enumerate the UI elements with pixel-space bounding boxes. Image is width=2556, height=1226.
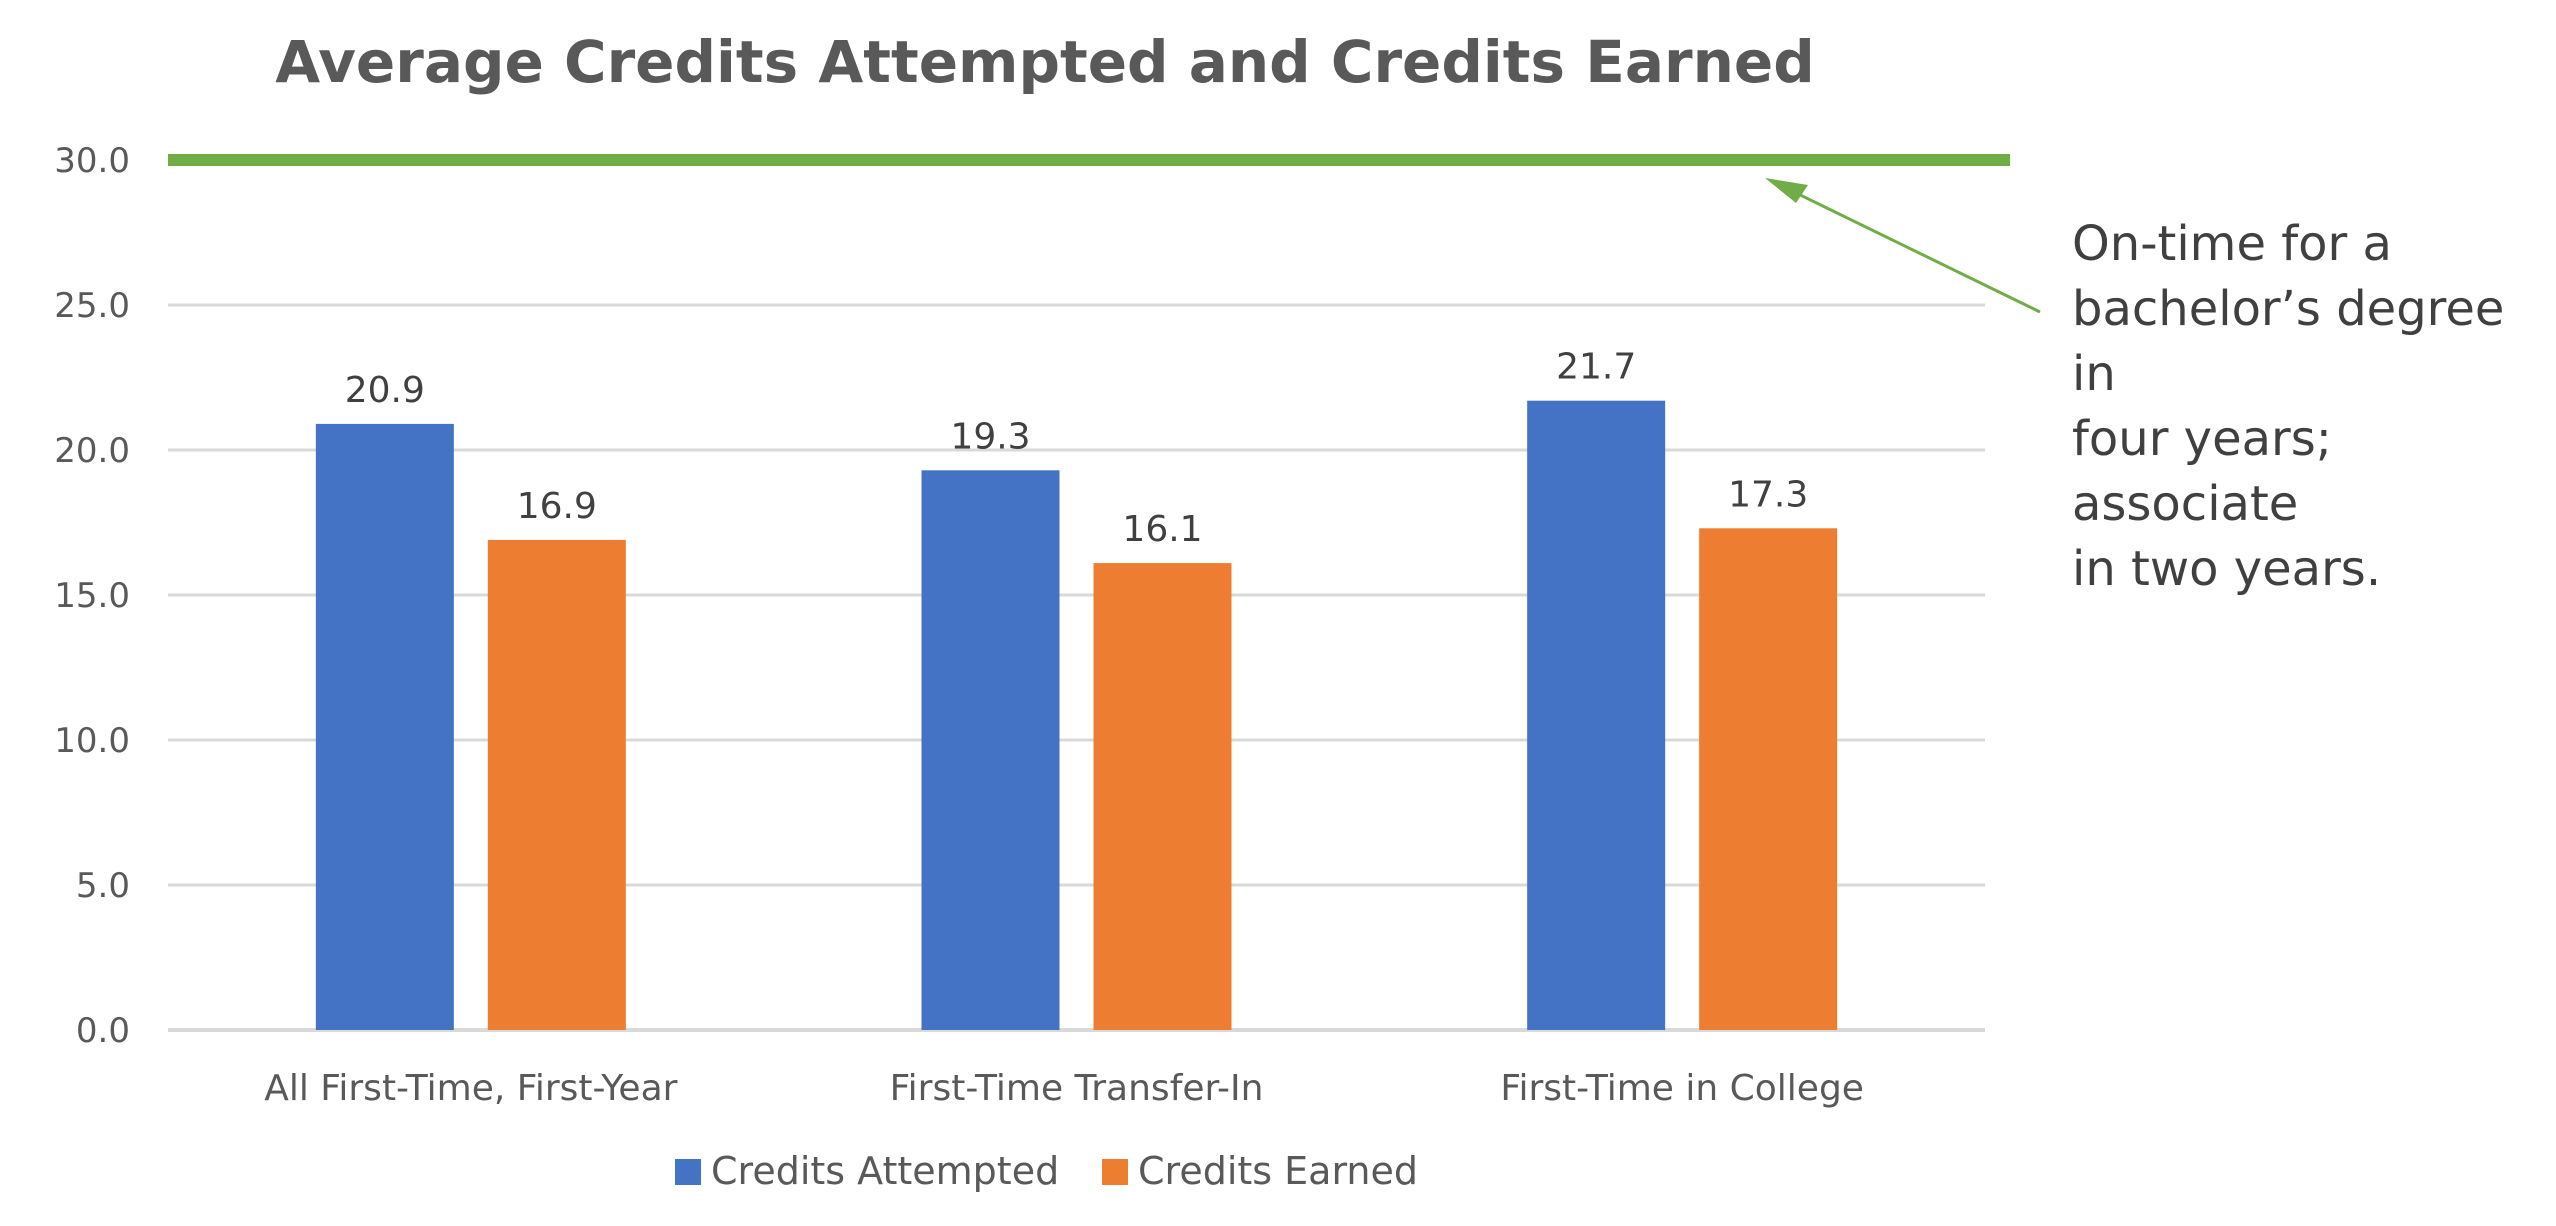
- bar-credits-attempted: [921, 470, 1060, 1030]
- bars: [315, 400, 1838, 1030]
- x-category-label: First-Time in College: [1500, 1068, 1864, 1109]
- bar-credits-attempted: [315, 423, 454, 1030]
- bar-credits-earned: [1093, 563, 1232, 1030]
- annotation-arrow-line: [1789, 188, 2041, 314]
- bar-credits-earned: [1699, 528, 1838, 1030]
- data-label: 20.9: [345, 370, 425, 411]
- chart-title: Average Credits Attempted and Credits Ea…: [275, 28, 1815, 96]
- annotation-line: bachelor’s degree in: [2072, 281, 2505, 402]
- annotation-text: On-time for a bachelor’s degree in four …: [2072, 212, 2542, 602]
- legend-label: Credits Attempted: [711, 1149, 1059, 1193]
- annotation-line: in two years.: [2072, 541, 2382, 597]
- y-tick-label: 20.0: [54, 431, 130, 471]
- bar-credits-earned: [487, 539, 626, 1030]
- legend: Credits Attempted Credits Earned: [675, 1149, 1418, 1193]
- data-label: 19.3: [950, 416, 1030, 457]
- data-labels: 20.9 16.9 19.3 16.1 21.7 17.3: [345, 347, 1808, 550]
- y-tick-label: 25.0: [54, 286, 130, 326]
- x-category-label: First-Time Transfer-In: [890, 1068, 1264, 1109]
- y-tick-label: 0.0: [76, 1011, 130, 1051]
- legend-label: Credits Earned: [1138, 1149, 1418, 1193]
- y-tick-label: 30.0: [54, 141, 130, 181]
- y-tick-label: 15.0: [54, 576, 130, 616]
- annotation-line: On-time for a: [2072, 216, 2392, 272]
- x-axis-category-labels: All First-Time, First-Year First-Time Tra…: [264, 1068, 1864, 1109]
- y-tick-label: 5.0: [76, 866, 130, 906]
- data-label: 21.7: [1556, 347, 1636, 388]
- data-label: 16.1: [1122, 509, 1202, 550]
- reference-line-group: [168, 154, 2041, 314]
- legend-swatch: [675, 1159, 701, 1185]
- data-label: 16.9: [517, 486, 597, 527]
- legend-swatch: [1102, 1159, 1128, 1185]
- y-tick-label: 10.0: [54, 721, 130, 761]
- bar-credits-attempted: [1527, 400, 1666, 1030]
- data-label: 17.3: [1728, 474, 1808, 515]
- annotation-line: four years; associate: [2072, 411, 2332, 532]
- x-category-label: All First-Time, First-Year: [264, 1068, 677, 1109]
- y-axis-tick-labels: 0.0 5.0 10.0 15.0 20.0 25.0 30.0: [54, 141, 130, 1051]
- annotation-arrowhead: [1765, 178, 1808, 203]
